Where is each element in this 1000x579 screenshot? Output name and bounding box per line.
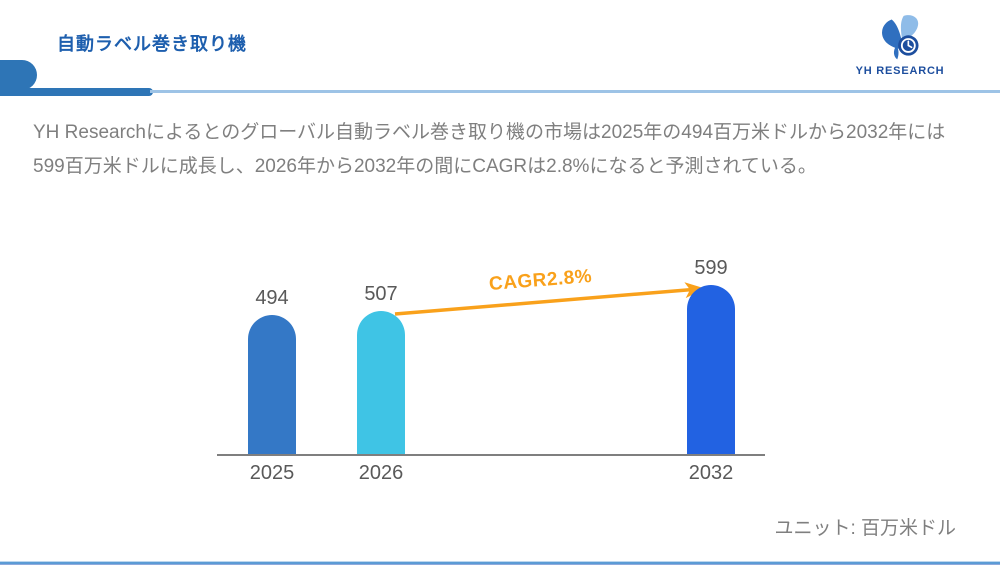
- value-label-2025: 494: [255, 287, 289, 309]
- x-axis-line: [217, 454, 765, 456]
- yh-logo-text: YH RESEARCH: [855, 65, 945, 77]
- page-title: 自動ラベル巻き取り機: [57, 34, 247, 54]
- title-accent-tab: [0, 60, 37, 90]
- axis-label-2025: 2025: [249, 462, 295, 484]
- bar-2025: [248, 315, 296, 455]
- value-label-2026: 507: [364, 283, 398, 305]
- cagr-label: CAGR2.8%: [488, 265, 593, 296]
- unit-label: ユニット: 百万米ドル: [774, 518, 956, 539]
- summary-text: YH Researchによるとのグローバル自動ラベル巻き取り機の市場は2025年…: [33, 122, 946, 177]
- value-label-2032: 599: [694, 257, 728, 279]
- yh-research-logo: YH RESEARCH: [840, 14, 960, 77]
- header-rule-thick: [0, 88, 153, 96]
- bar-2026: [357, 311, 405, 455]
- axis-label-2026: 2026: [358, 462, 404, 484]
- yh-logo-icon: [882, 15, 919, 60]
- bar-2032: [687, 285, 735, 455]
- bottom-rule: [0, 561, 1000, 565]
- header-rule-thin: [150, 90, 1000, 93]
- axis-label-2032: 2032: [688, 462, 734, 484]
